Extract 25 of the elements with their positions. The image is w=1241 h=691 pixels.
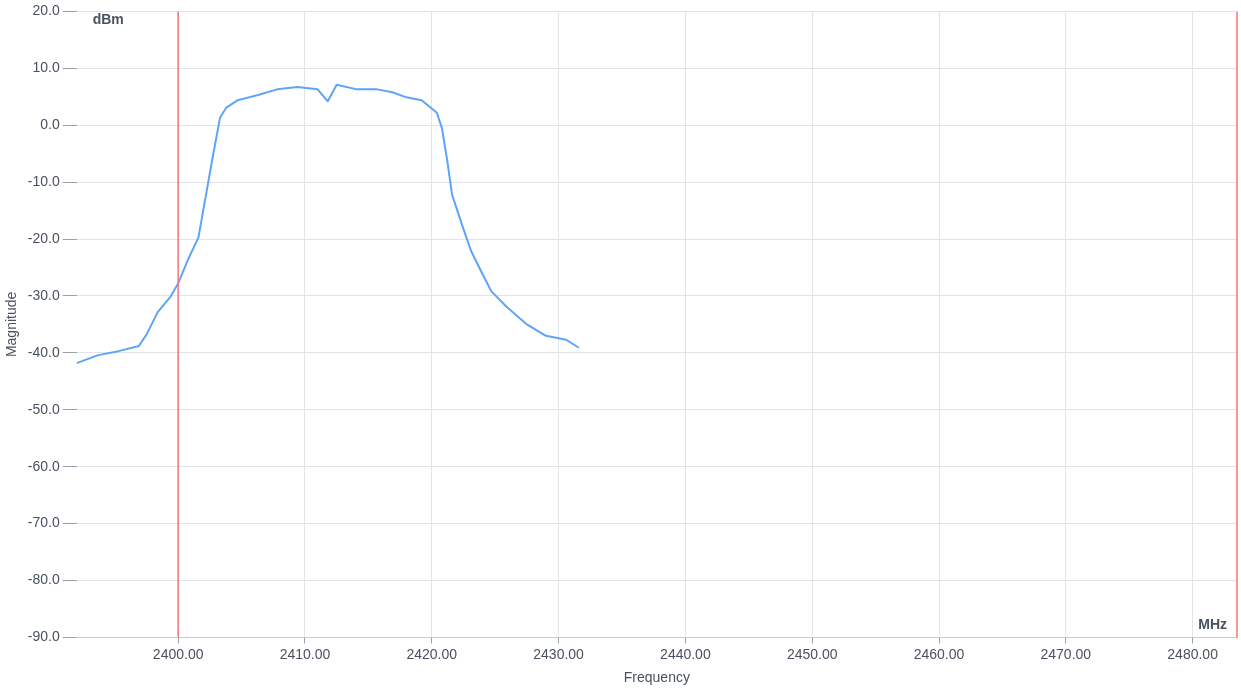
x-axis-title: Frequency	[623, 669, 690, 686]
x-tick-label: 2410.00	[279, 645, 331, 662]
y-tick-label: 10.0	[32, 59, 60, 76]
y-tick-label: -20.0	[27, 229, 60, 246]
x-tick-label: 2400.00	[152, 645, 204, 662]
x-tick-label: 2430.00	[533, 645, 585, 662]
y-axis-title: Magnitude	[3, 291, 20, 358]
x-tick-label: 2480.00	[1167, 645, 1219, 662]
y-tick-label: -70.0	[27, 514, 60, 531]
y-tick-label: -90.0	[27, 628, 60, 645]
y-tick-label: -40.0	[27, 343, 60, 360]
x-tick-label: 2450.00	[786, 645, 838, 662]
y-tick-label: -30.0	[27, 286, 60, 303]
y-tick-label: -10.0	[27, 172, 60, 189]
y-tick-label: 20.0	[32, 2, 60, 19]
x-tick-label: 2460.00	[913, 645, 965, 662]
x-tick-label: 2420.00	[406, 645, 458, 662]
x-tick-label: 2440.00	[660, 645, 711, 662]
annotation: MHz	[1198, 616, 1227, 633]
y-tick-label: -50.0	[27, 400, 60, 417]
x-tick-label: 2470.00	[1040, 645, 1092, 662]
y-tick-label: 0.0	[40, 116, 60, 133]
y-tick-label: -80.0	[27, 571, 60, 588]
y-tick-label: -60.0	[27, 457, 60, 474]
annotation: dBm	[92, 11, 124, 28]
